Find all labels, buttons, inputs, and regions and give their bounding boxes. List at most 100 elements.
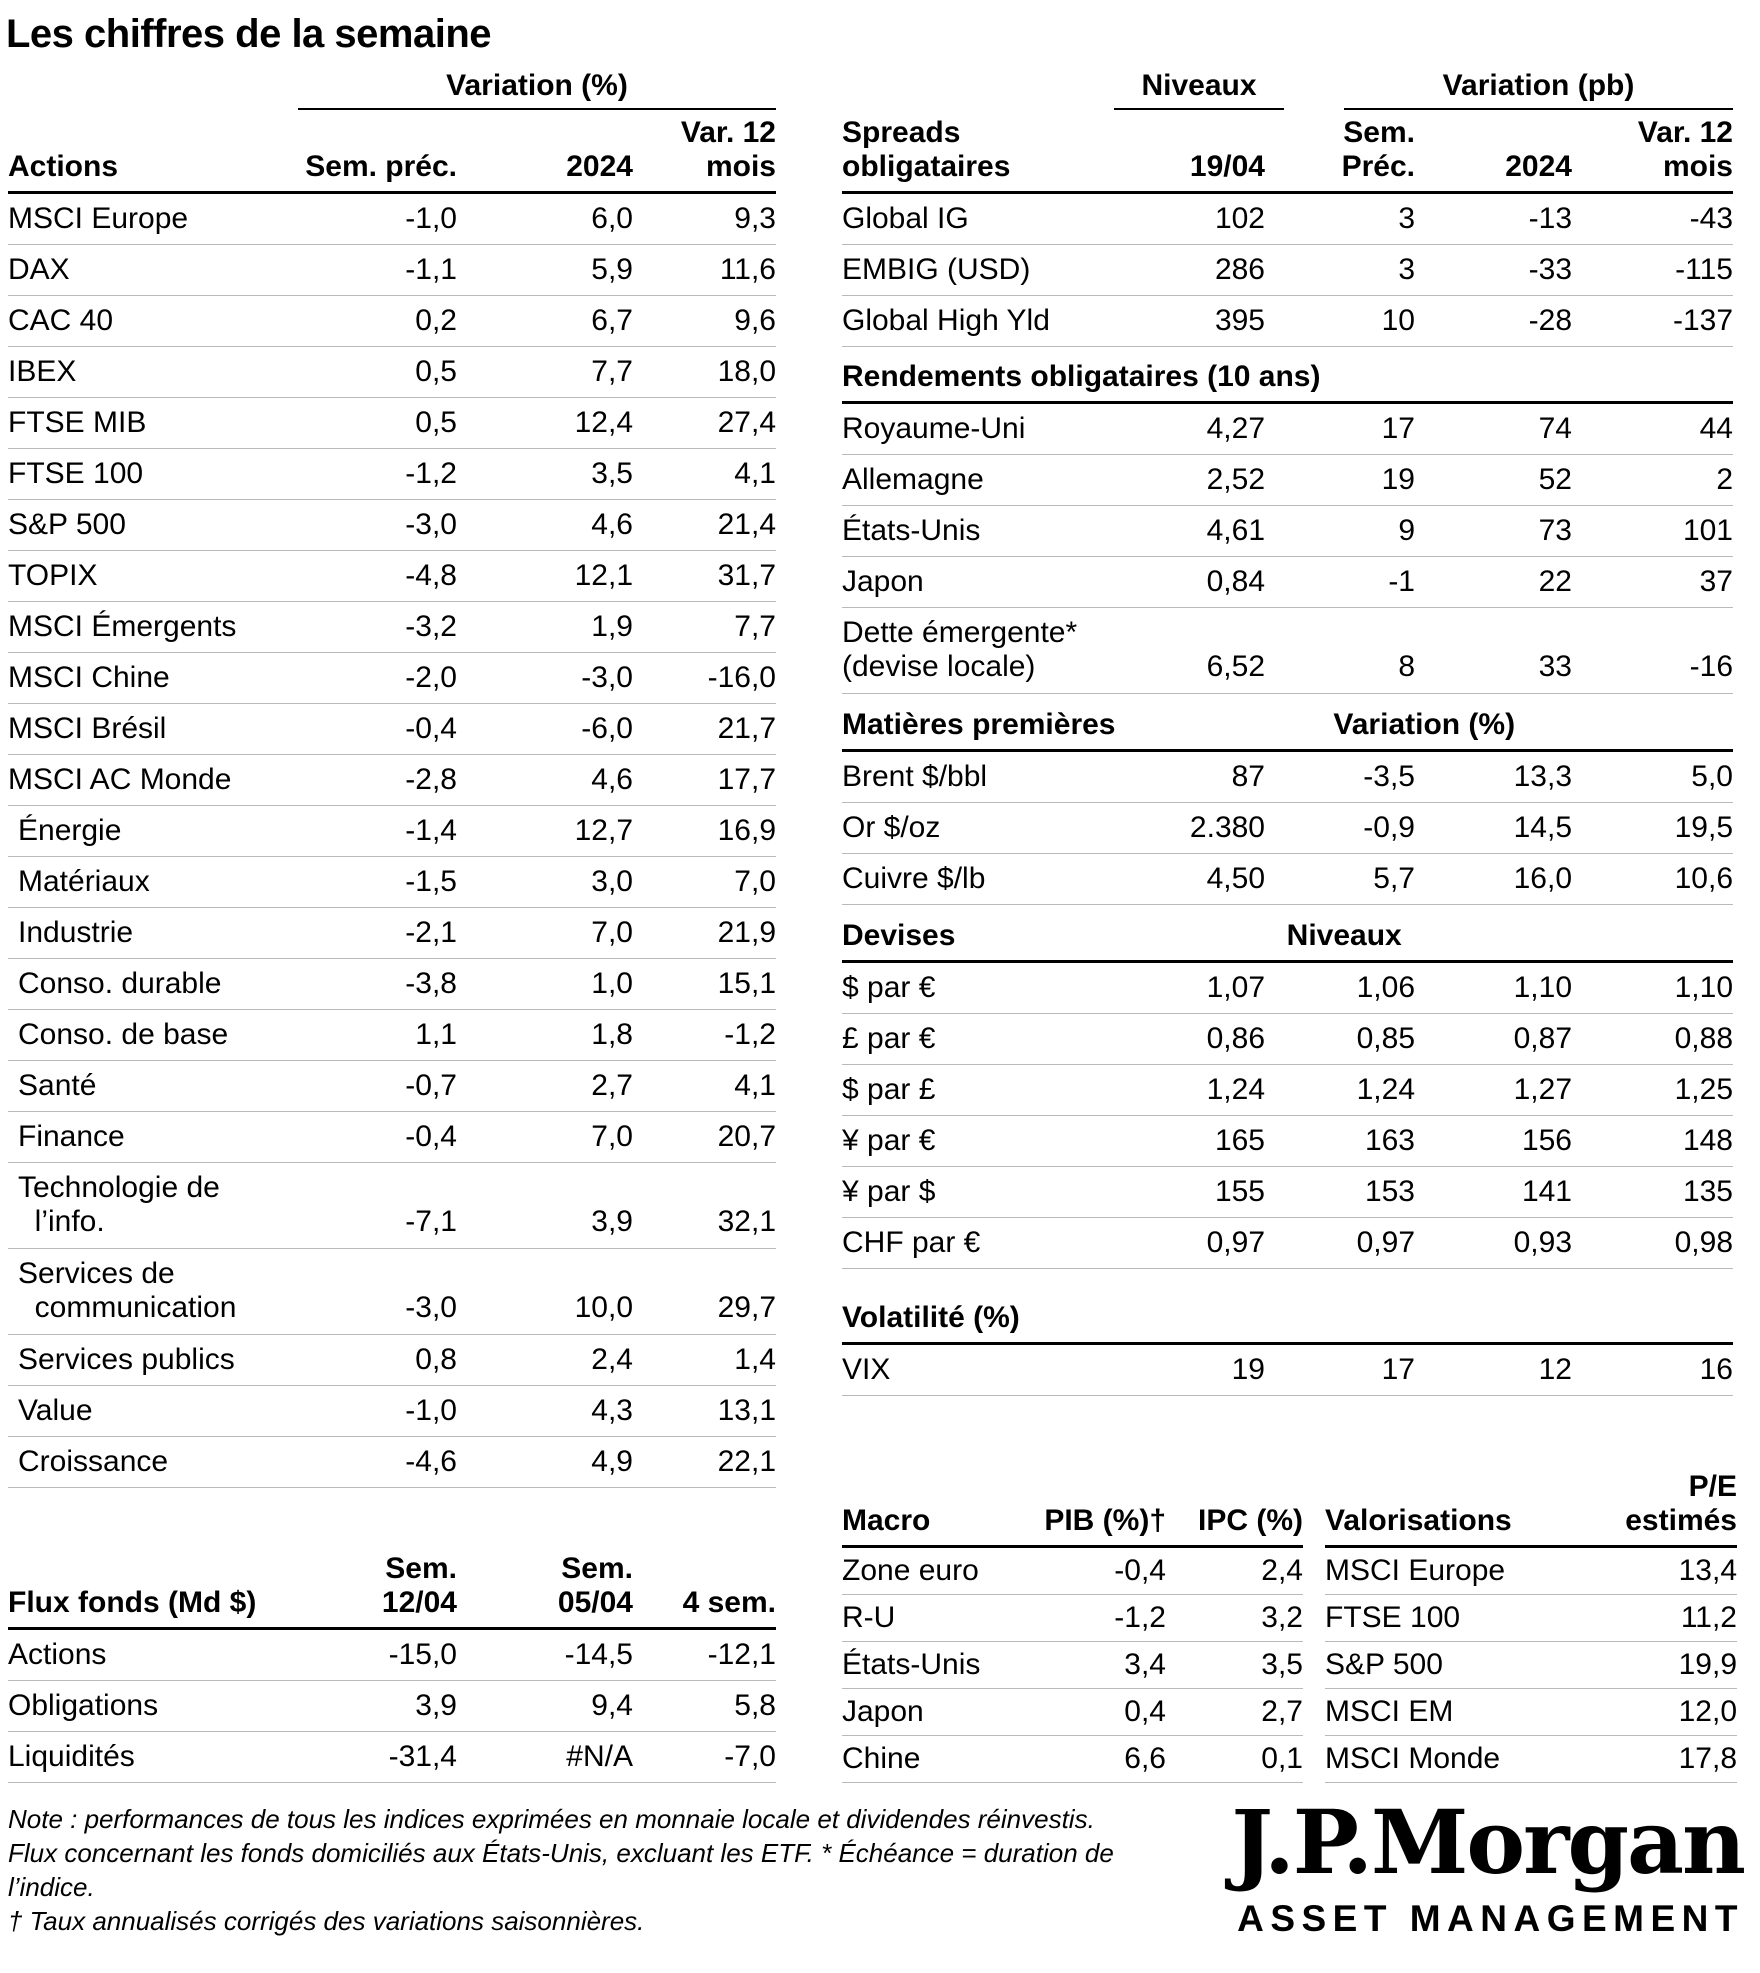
row-value: 3,5 bbox=[591, 457, 633, 490]
table-row: Industrie -2,1 7,0 21,9 bbox=[8, 908, 776, 959]
row-value: 7,0 bbox=[734, 865, 776, 898]
table-row: IBEX 0,5 7,7 18,0 bbox=[8, 347, 776, 398]
commodity-rows: Brent $/bbl 87 -3,5 13,3 5,0 Or $/oz 2.3… bbox=[842, 752, 1733, 905]
row-label: MSCI Chine bbox=[8, 661, 170, 694]
row-value: 13,3 bbox=[1513, 760, 1572, 793]
row-value: 10,6 bbox=[1674, 862, 1733, 895]
table-row: Or $/oz 2.380 -0,9 14,5 19,5 bbox=[842, 803, 1733, 854]
row-value: -1,2 bbox=[405, 457, 457, 490]
table-row: ¥ par $ 155 153 141 135 bbox=[842, 1167, 1733, 1218]
row-label: Dette émergente* (devise locale) bbox=[842, 616, 1078, 683]
row-value: 17,8 bbox=[1678, 1742, 1737, 1775]
row-value: 20,7 bbox=[717, 1120, 776, 1153]
row-value: 3,9 bbox=[591, 1205, 633, 1238]
macro-column-headers: Macro PIB (%)† IPC (%) bbox=[842, 1456, 1303, 1548]
table-row: MSCI Chine -2,0 -3,0 -16,0 bbox=[8, 653, 776, 704]
row-value: 12 bbox=[1538, 1353, 1572, 1386]
row-value: 6,52 bbox=[1206, 650, 1265, 683]
row-label: Croissance bbox=[18, 1445, 169, 1478]
levels-group-header: Niveaux bbox=[1286, 919, 1402, 952]
row-label: Énergie bbox=[18, 814, 122, 847]
row-value: -1,0 bbox=[405, 1394, 457, 1427]
row-value: 14,5 bbox=[1513, 811, 1572, 844]
row-label: S&P 500 bbox=[1325, 1648, 1443, 1681]
row-label: États-Unis bbox=[842, 1648, 981, 1681]
table-row: Value -1,0 4,3 13,1 bbox=[8, 1386, 776, 1437]
column-header: Sem. Préc. bbox=[1341, 116, 1415, 183]
row-value: 3,9 bbox=[415, 1689, 457, 1722]
column-header: 19/04 bbox=[1189, 150, 1265, 183]
row-value: -0,4 bbox=[1114, 1554, 1166, 1587]
equities-column-headers: Actions Sem. préc. 2024 Var. 12 mois bbox=[8, 110, 776, 194]
row-value: 6,0 bbox=[591, 202, 633, 235]
row-value: 9,4 bbox=[591, 1689, 633, 1722]
row-value: 1,25 bbox=[1674, 1073, 1733, 1106]
row-value: 31,7 bbox=[717, 559, 776, 592]
row-value: 16,0 bbox=[1513, 862, 1572, 895]
row-value: 2,52 bbox=[1206, 463, 1265, 496]
row-label: CHF par € bbox=[842, 1226, 981, 1259]
table-row: FTSE MIB 0,5 12,4 27,4 bbox=[8, 398, 776, 449]
table-row: S&P 500 -3,0 4,6 21,4 bbox=[8, 500, 776, 551]
row-value: 0,8 bbox=[415, 1343, 457, 1376]
row-label: Santé bbox=[18, 1069, 97, 1102]
row-value: 4,1 bbox=[734, 457, 776, 490]
row-value: 3 bbox=[1398, 253, 1415, 286]
row-value: -0,7 bbox=[405, 1069, 457, 1102]
row-value: -31,4 bbox=[388, 1740, 457, 1773]
row-value: 0,5 bbox=[415, 406, 457, 439]
row-value: -7,0 bbox=[724, 1740, 776, 1773]
row-value: 3 bbox=[1398, 202, 1415, 235]
row-value: 33 bbox=[1538, 650, 1572, 683]
row-value: 1,0 bbox=[591, 967, 633, 1000]
row-value: -1,1 bbox=[405, 253, 457, 286]
row-value: 5,7 bbox=[1373, 862, 1415, 895]
column-header: IPC (%) bbox=[1198, 1504, 1303, 1537]
row-value: -3,0 bbox=[581, 661, 633, 694]
row-label: Services de communication bbox=[18, 1257, 237, 1324]
bond-yields-section-header-row: Rendements obligataires (10 ans) bbox=[842, 347, 1733, 404]
row-value: -13 bbox=[1528, 202, 1572, 235]
table-row: États-Unis 4,61 9 73 101 bbox=[842, 506, 1733, 557]
row-value: 3,0 bbox=[591, 865, 633, 898]
row-value: 16 bbox=[1699, 1353, 1733, 1386]
table-row: MSCI EM 12,0 bbox=[1325, 1689, 1737, 1736]
row-value: 21,4 bbox=[717, 508, 776, 541]
row-value: 2,7 bbox=[1261, 1695, 1303, 1728]
row-label: Global IG bbox=[842, 202, 969, 235]
row-value: 27,4 bbox=[717, 406, 776, 439]
page-title: Les chiffres de la semaine bbox=[6, 12, 492, 56]
row-label: Industrie bbox=[18, 916, 134, 949]
row-value: 0,84 bbox=[1206, 565, 1265, 598]
table-row: Allemagne 2,52 19 52 2 bbox=[842, 455, 1733, 506]
row-value: -1 bbox=[1388, 565, 1415, 598]
row-value: 2,4 bbox=[591, 1343, 633, 1376]
row-value: 29,7 bbox=[717, 1291, 776, 1324]
row-value: -1,5 bbox=[405, 865, 457, 898]
row-label: MSCI AC Monde bbox=[8, 763, 232, 796]
row-label: Conso. de base bbox=[18, 1018, 229, 1051]
row-value: 3,2 bbox=[1261, 1601, 1303, 1634]
currency-rows: $ par € 1,07 1,06 1,10 1,10 £ par € 0,86… bbox=[842, 963, 1733, 1269]
row-value: -1,4 bbox=[405, 814, 457, 847]
row-value: 1,24 bbox=[1356, 1073, 1415, 1106]
column-header: Var. 12 mois bbox=[680, 116, 776, 183]
row-label: Obligations bbox=[8, 1689, 159, 1722]
table-row: FTSE 100 11,2 bbox=[1325, 1595, 1737, 1642]
macro-rows: Zone euro -0,4 2,4 R-U -1,2 3,2 États-Un… bbox=[842, 1548, 1303, 1783]
variation-bp-group-header: Variation (pb) bbox=[1344, 69, 1733, 110]
row-value: -137 bbox=[1672, 304, 1733, 337]
row-label: MSCI EM bbox=[1325, 1695, 1454, 1728]
section-header: Devises bbox=[842, 919, 956, 952]
row-label: Finance bbox=[18, 1120, 125, 1153]
table-row: Services de communication -3,0 10,0 29,7 bbox=[8, 1249, 776, 1335]
row-value: -1,2 bbox=[724, 1018, 776, 1051]
row-value: 87 bbox=[1231, 760, 1265, 793]
row-value: -0,4 bbox=[405, 1120, 457, 1153]
equities-rows: MSCI Europe -1,0 6,0 9,3 DAX -1,1 5,9 11… bbox=[8, 194, 776, 1488]
row-label: Global High Yld bbox=[842, 304, 1050, 337]
row-value: 4,3 bbox=[591, 1394, 633, 1427]
macro-table: Macro PIB (%)† IPC (%) Zone euro -0,4 2,… bbox=[842, 1456, 1303, 1783]
section-header: Rendements obligataires (10 ans) bbox=[842, 360, 1321, 393]
